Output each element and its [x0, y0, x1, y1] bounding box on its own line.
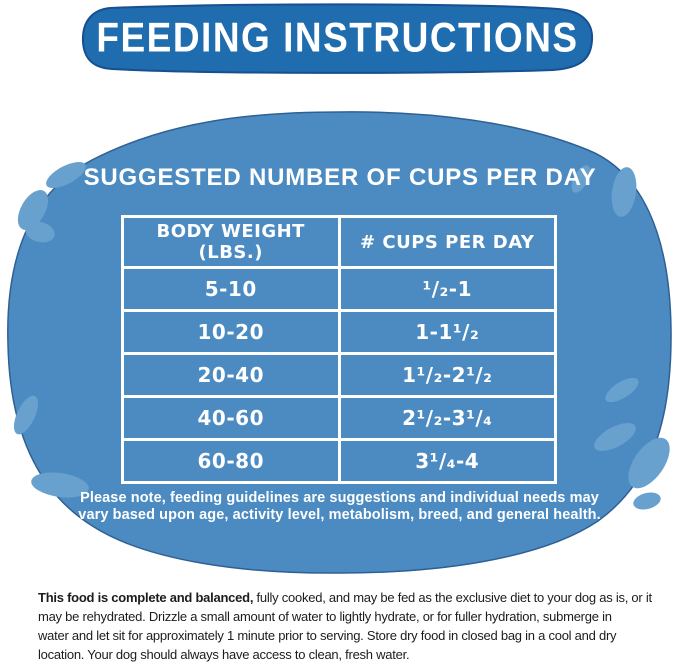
table-header-row: BODY WEIGHT (LBS.) # CUPS PER DAY — [121, 215, 557, 269]
cups-cell: ¹/₂-1 — [337, 266, 557, 312]
decor-spot — [25, 221, 55, 243]
guidelines-note-line: vary based upon age, activity level, met… — [78, 507, 601, 523]
footer-line: water and let sit for approximately 1 mi… — [38, 628, 617, 643]
guidelines-note: Please note, feeding guidelines are sugg… — [0, 490, 679, 524]
decor-spot — [594, 423, 636, 451]
column-header-body-weight: BODY WEIGHT (LBS.) — [121, 215, 341, 269]
decor-spot — [628, 437, 670, 489]
cups-cell: 1¹/₂-2¹/₂ — [337, 352, 557, 398]
decor-spot — [633, 492, 661, 510]
panel-heading: SUGGESTED NUMBER OF CUPS PER DAY — [83, 164, 597, 191]
decor-spot — [46, 161, 86, 189]
table-row: 60-80 3¹/₄-4 — [121, 438, 557, 484]
footer-bold-lead: This food is complete and balanced, — [38, 590, 254, 605]
footer-line: location. Your dog should always have ac… — [38, 647, 410, 662]
cups-cell: 3¹/₄-4 — [337, 438, 557, 484]
table-row: 40-60 2¹/₂-3¹/₄ — [121, 395, 557, 441]
decor-spot — [571, 165, 591, 193]
weight-cell: 40-60 — [121, 395, 341, 441]
column-header-cups-per-day: # CUPS PER DAY — [337, 215, 557, 269]
decor-spot — [611, 167, 637, 217]
decor-spot — [31, 472, 89, 498]
footer-paragraph: This food is complete and balanced, full… — [38, 588, 674, 664]
decor-spot — [605, 377, 639, 403]
feeding-table: BODY WEIGHT (LBS.) # CUPS PER DAY 5-10 ¹… — [121, 215, 557, 484]
footer-line: This food is complete and balanced, full… — [38, 588, 674, 607]
cups-cell: 1-1¹/₂ — [337, 309, 557, 355]
table-row: 5-10 ¹/₂-1 — [121, 266, 557, 312]
table-row: 10-20 1-1¹/₂ — [121, 309, 557, 355]
decor-spot — [13, 395, 39, 435]
weight-cell: 20-40 — [121, 352, 341, 398]
banner-shape — [81, 3, 594, 74]
table-row: 20-40 1¹/₂-2¹/₂ — [121, 352, 557, 398]
weight-cell: 60-80 — [121, 438, 341, 484]
decor-spot — [17, 190, 49, 230]
weight-cell: 10-20 — [121, 309, 341, 355]
weight-cell: 5-10 — [121, 266, 341, 312]
guidelines-note-line: Please note, feeding guidelines are sugg… — [80, 490, 599, 506]
footer-line-rest: fully cooked, and may be fed as the excl… — [253, 590, 653, 605]
banner-title: FEEDING INSTRUCTIONS — [96, 14, 579, 61]
footer-line: may be rehydrated. Drizzle a small amoun… — [38, 609, 612, 624]
cups-cell: 2¹/₂-3¹/₄ — [337, 395, 557, 441]
